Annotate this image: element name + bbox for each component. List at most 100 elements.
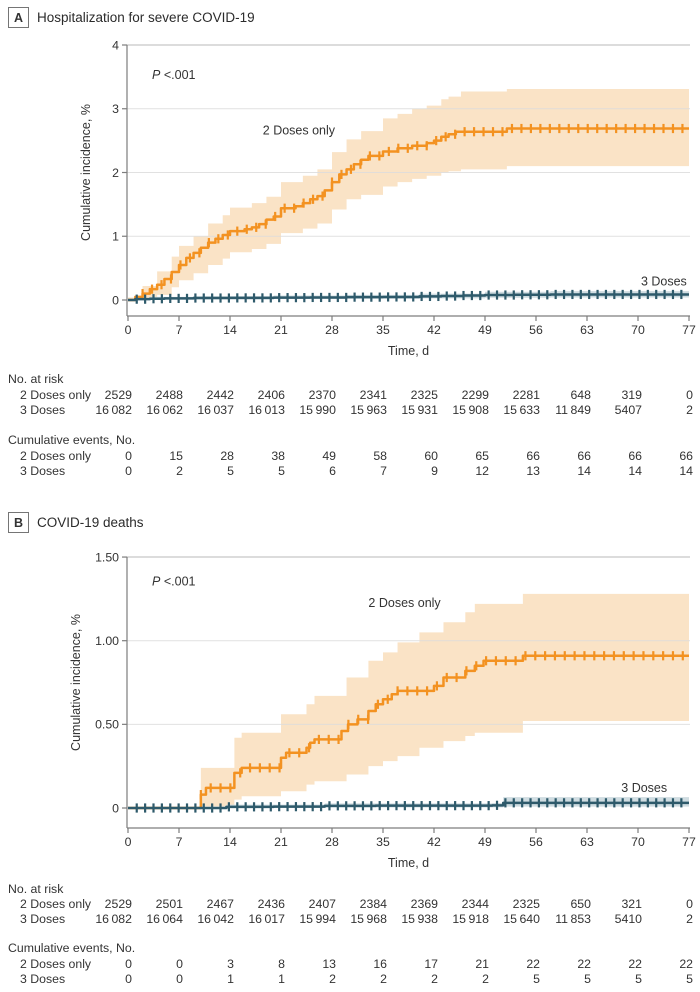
risk-table-row-label: 2 Doses only xyxy=(20,897,92,911)
censor-ticks-2-doses xyxy=(141,123,684,299)
x-tick-label: 77 xyxy=(682,323,696,337)
risk-table-cell: 15 633 xyxy=(503,403,540,417)
risk-table-cell: 15 963 xyxy=(350,403,387,417)
x-tick-label: 14 xyxy=(223,323,237,337)
risk-table-cell: 15 994 xyxy=(299,912,336,926)
x-tick-label: 42 xyxy=(427,323,441,337)
x-tick-label: 7 xyxy=(176,323,183,337)
events-table-cell: 17 xyxy=(424,957,438,971)
events-table-cell: 13 xyxy=(526,464,540,478)
risk-table-cell: 2369 xyxy=(411,897,439,911)
risk-table-cell: 16 082 xyxy=(95,912,132,926)
risk-table-cell: 2325 xyxy=(411,388,439,402)
x-tick-label: 49 xyxy=(478,323,492,337)
x-tick-label: 28 xyxy=(325,323,339,337)
x-tick-label: 70 xyxy=(631,835,645,849)
risk-table-cell: 2407 xyxy=(309,897,337,911)
series-label-2-doses: 2 Doses only xyxy=(263,123,336,137)
events-table-cell: 13 xyxy=(322,957,336,971)
events-table-cell: 5 xyxy=(584,972,591,986)
events-table-cell: 0 xyxy=(125,957,132,971)
x-tick-label: 56 xyxy=(529,323,543,337)
events-table-cell: 14 xyxy=(628,464,642,478)
panel-a-title: Hospitalization for severe COVID-19 xyxy=(37,10,255,25)
panel-a-header: A Hospitalization for severe COVID-19 xyxy=(8,7,255,28)
events-table-row-label: 2 Doses only xyxy=(20,449,92,463)
risk-table-cell: 2341 xyxy=(360,388,388,402)
x-tick-label: 21 xyxy=(274,835,288,849)
events-table-cell: 2 xyxy=(482,972,489,986)
events-table-cell: 21 xyxy=(475,957,489,971)
events-table-cell: 65 xyxy=(475,449,489,463)
events-table-cell: 0 xyxy=(176,957,183,971)
risk-table-cell: 2384 xyxy=(360,897,388,911)
risk-table-cell: 2 xyxy=(686,403,693,417)
risk-table-cell: 15 918 xyxy=(452,912,489,926)
risk-table-cell: 15 968 xyxy=(350,912,387,926)
events-table-cell: 28 xyxy=(220,449,234,463)
events-table-cell: 60 xyxy=(424,449,438,463)
events-table-cell: 22 xyxy=(577,957,591,971)
y-tick-label: 0 xyxy=(112,293,119,307)
events-table-cell: 15 xyxy=(169,449,183,463)
series-label-3-doses: 3 Doses xyxy=(641,274,687,288)
events-table-cell: 5 xyxy=(227,464,234,478)
events-table: Cumulative events, No. 2 Doses only 0 15 28 3… xyxy=(8,433,693,478)
events-table-cell: 66 xyxy=(628,449,642,463)
risk-table-cell: 16 017 xyxy=(248,912,285,926)
events-table-cell: 5 xyxy=(533,972,540,986)
y-axis-title: Cumulative incidence, % xyxy=(79,104,93,241)
risk-table-cell: 2299 xyxy=(462,388,490,402)
events-table-cell: 3 xyxy=(227,957,234,971)
risk-table-cell: 11 849 xyxy=(555,403,591,417)
events-table-cell: 49 xyxy=(322,449,336,463)
x-tick-label: 63 xyxy=(580,835,594,849)
events-table-cell: 2 xyxy=(176,464,183,478)
risk-table-cell: 2436 xyxy=(258,897,286,911)
events-table-row-label: 2 Doses only xyxy=(20,957,92,971)
x-tick-label: 21 xyxy=(274,323,288,337)
risk-table-cell: 15 931 xyxy=(401,403,438,417)
events-table-cell: 1 xyxy=(227,972,234,986)
events-table-cell: 22 xyxy=(526,957,540,971)
x-tick-label: 35 xyxy=(376,323,390,337)
ci-band-3-doses xyxy=(128,797,689,808)
x-tick-label: 56 xyxy=(529,835,543,849)
events-table-cell: 8 xyxy=(278,957,285,971)
events-table-cell: 66 xyxy=(679,449,693,463)
risk-table-cell: 16 042 xyxy=(197,912,234,926)
km-curve-3-doses xyxy=(128,801,689,810)
x-tick-label: 77 xyxy=(682,835,696,849)
events-table-cell: 58 xyxy=(373,449,387,463)
risk-table-cell: 648 xyxy=(570,388,591,402)
events-table-cell: 66 xyxy=(577,449,591,463)
risk-table-row-label: 2 Doses only xyxy=(20,388,92,402)
p-value: P <.001 xyxy=(152,574,195,588)
risk-table-cell: 16 037 xyxy=(197,403,234,417)
events-table-cell: 7 xyxy=(380,464,387,478)
y-tick-label: 1.50 xyxy=(95,550,119,564)
panel-b-label-box: B xyxy=(8,512,29,533)
censor-ticks-3-doses xyxy=(135,798,683,813)
panel-b-header: B COVID-19 deaths xyxy=(8,512,144,533)
risk-table-title: No. at risk xyxy=(8,372,64,386)
x-tick-label: 42 xyxy=(427,835,441,849)
events-table-cell: 0 xyxy=(125,464,132,478)
censor-ticks-3-doses xyxy=(135,289,683,304)
events-table-cell: 0 xyxy=(125,972,132,986)
risk-table-cell: 16 013 xyxy=(248,403,285,417)
risk-table-cell: 2529 xyxy=(105,897,133,911)
x-tick-label: 0 xyxy=(125,835,132,849)
events-table-cell: 2 xyxy=(380,972,387,986)
risk-table-cell: 2281 xyxy=(513,388,541,402)
events-table-title: Cumulative events, No. xyxy=(8,433,135,447)
risk-table-cell: 319 xyxy=(621,388,642,402)
events-table-cell: 16 xyxy=(373,957,387,971)
events-table-cell: 14 xyxy=(679,464,693,478)
risk-table-cell: 16 062 xyxy=(146,403,183,417)
y-tick-label: 1.00 xyxy=(95,634,119,648)
events-table-row-label: 3 Doses xyxy=(20,972,65,986)
events-table-cell: 66 xyxy=(526,449,540,463)
